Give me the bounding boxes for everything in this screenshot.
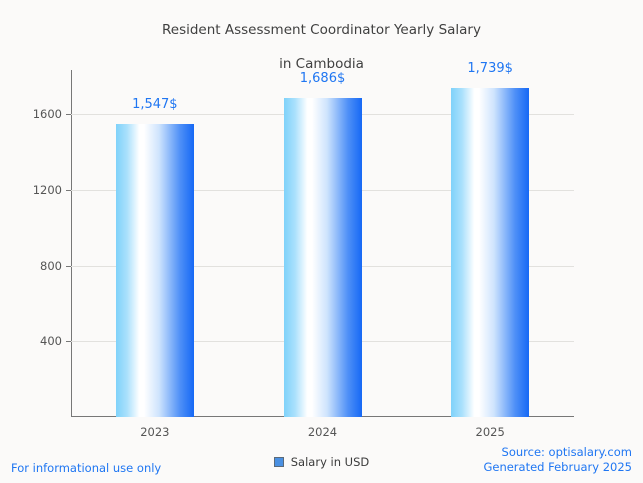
y-axis-tick-mark [66, 190, 71, 192]
x-axis-tick-label: 2024 [307, 425, 338, 439]
x-axis-tick-label: 2023 [140, 425, 170, 439]
generated-text: Generated February 2025 [483, 460, 632, 474]
y-axis-spine [71, 70, 72, 417]
bar-value-label: 1,547$ [132, 97, 178, 113]
y-axis-tick-mark [66, 341, 71, 343]
source-text: Source: optisalary.com [501, 445, 632, 459]
bar-value-label: 1,739$ [467, 61, 513, 77]
source-block: Source: optisalary.com Generated Februar… [483, 445, 632, 475]
y-axis-tick-label: 1600 [32, 107, 62, 122]
bar[interactable] [115, 124, 194, 417]
x-axis-tick-label: 2025 [475, 425, 505, 439]
chart-title-line-2: in Cambodia [279, 56, 364, 72]
bar[interactable] [451, 88, 530, 417]
disclaimer-text: For informational use only [11, 461, 162, 475]
y-axis-tick-label: 1200 [32, 183, 62, 198]
y-axis-tick-mark [66, 114, 71, 116]
y-axis-tick-mark [66, 265, 71, 267]
bar-value-label: 1,686$ [299, 71, 346, 87]
legend-swatch-salary-in-usd [273, 457, 284, 467]
y-axis-tick-label: 800 [40, 258, 62, 273]
bar[interactable] [283, 98, 362, 417]
plot-area [66, 70, 574, 417]
chart-title: Resident Assessment Coordinator Yearly S… [0, 5, 643, 73]
chart-title-line-1: Resident Assessment Coordinator Yearly S… [162, 22, 481, 38]
legend-label-salary-in-usd: Salary in USD [290, 455, 370, 469]
chart-legend: Salary in USD [0, 455, 643, 469]
y-axis-tick-label: 400 [40, 334, 62, 349]
